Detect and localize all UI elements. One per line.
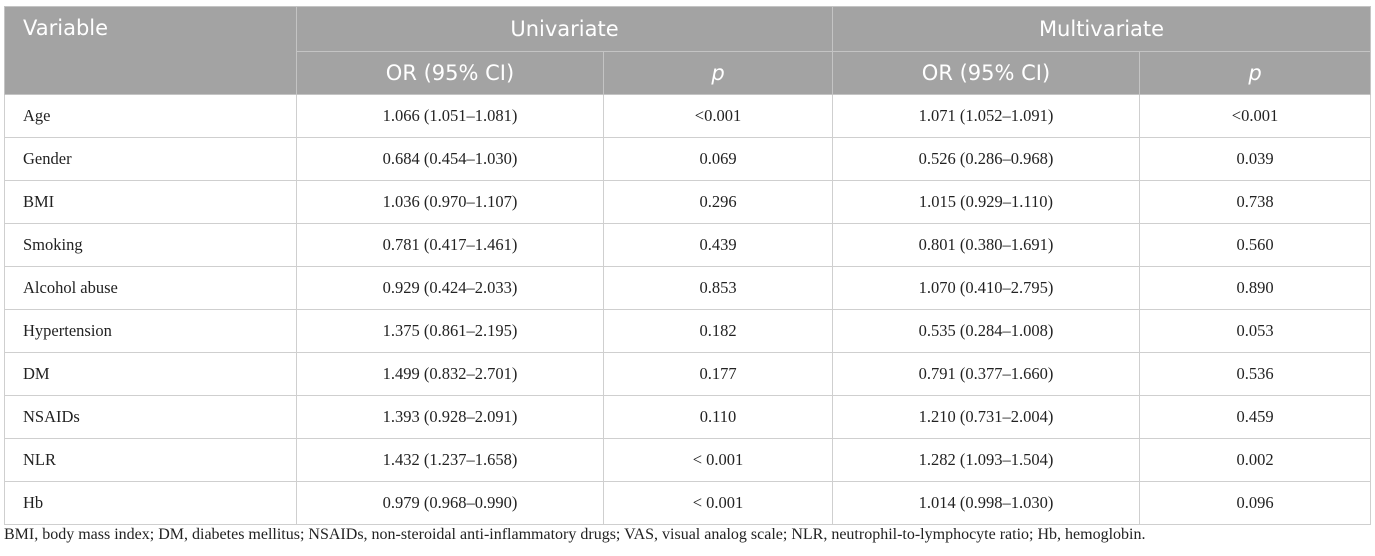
cell-multivariate-or: 1.015 (0.929–1.110) bbox=[832, 180, 1140, 224]
cell-multivariate-p: 0.039 bbox=[1139, 137, 1371, 181]
cell-multivariate-p: 0.053 bbox=[1139, 309, 1371, 353]
cell-univariate-or: 0.929 (0.424–2.033) bbox=[296, 266, 604, 310]
cell-multivariate-p: <0.001 bbox=[1139, 94, 1371, 138]
table-body: Age 1.066 (1.051–1.081) <0.001 1.071 (1.… bbox=[4, 94, 1371, 525]
cell-univariate-p: <0.001 bbox=[603, 94, 833, 138]
cell-variable: Hb bbox=[4, 481, 297, 525]
cell-univariate-or: 1.393 (0.928–2.091) bbox=[296, 395, 604, 439]
cell-univariate-or: 0.684 (0.454–1.030) bbox=[296, 137, 604, 181]
table-row: Smoking 0.781 (0.417–1.461) 0.439 0.801 … bbox=[4, 223, 1371, 267]
header-univariate: Univariate bbox=[296, 6, 833, 52]
cell-multivariate-or: 1.071 (1.052–1.091) bbox=[832, 94, 1140, 138]
cell-univariate-or: 0.781 (0.417–1.461) bbox=[296, 223, 604, 267]
table-footnote: BMI, body mass index; DM, diabetes melli… bbox=[4, 526, 1146, 543]
cell-multivariate-p: 0.560 bbox=[1139, 223, 1371, 267]
table-row: NLR 1.432 (1.237–1.658) < 0.001 1.282 (1… bbox=[4, 438, 1371, 482]
cell-variable: NLR bbox=[4, 438, 297, 482]
cell-univariate-p: 0.853 bbox=[603, 266, 833, 310]
cell-univariate-p: 0.177 bbox=[603, 352, 833, 396]
cell-univariate-or: 1.036 (0.970–1.107) bbox=[296, 180, 604, 224]
cell-variable: NSAIDs bbox=[4, 395, 297, 439]
table-row: Hypertension 1.375 (0.861–2.195) 0.182 0… bbox=[4, 309, 1371, 353]
cell-variable: Alcohol abuse bbox=[4, 266, 297, 310]
cell-multivariate-or: 0.801 (0.380–1.691) bbox=[832, 223, 1140, 267]
cell-univariate-p: 0.182 bbox=[603, 309, 833, 353]
cell-multivariate-p: 0.459 bbox=[1139, 395, 1371, 439]
table-row: DM 1.499 (0.832–2.701) 0.177 0.791 (0.37… bbox=[4, 352, 1371, 396]
table-row: Alcohol abuse 0.929 (0.424–2.033) 0.853 … bbox=[4, 266, 1371, 310]
table-row: NSAIDs 1.393 (0.928–2.091) 0.110 1.210 (… bbox=[4, 395, 1371, 439]
table-row: BMI 1.036 (0.970–1.107) 0.296 1.015 (0.9… bbox=[4, 180, 1371, 224]
cell-univariate-p: 0.439 bbox=[603, 223, 833, 267]
cell-univariate-or: 1.432 (1.237–1.658) bbox=[296, 438, 604, 482]
cell-multivariate-p: 0.890 bbox=[1139, 266, 1371, 310]
table-row: Gender 0.684 (0.454–1.030) 0.069 0.526 (… bbox=[4, 137, 1371, 181]
cell-multivariate-or: 1.210 (0.731–2.004) bbox=[832, 395, 1140, 439]
regression-table: Variable Univariate Multivariate OR (95%… bbox=[4, 6, 1371, 525]
cell-multivariate-or: 1.014 (0.998–1.030) bbox=[832, 481, 1140, 525]
cell-multivariate-p: 0.738 bbox=[1139, 180, 1371, 224]
table-header: Variable Univariate Multivariate OR (95%… bbox=[4, 6, 1371, 95]
cell-variable: BMI bbox=[4, 180, 297, 224]
cell-variable: Smoking bbox=[4, 223, 297, 267]
header-variable: Variable bbox=[4, 6, 297, 95]
header-multivariate-or: OR (95% CI) bbox=[832, 51, 1140, 95]
cell-univariate-or: 1.066 (1.051–1.081) bbox=[296, 94, 604, 138]
regression-table-container: Variable Univariate Multivariate OR (95%… bbox=[4, 6, 1371, 525]
header-multivariate: Multivariate bbox=[832, 6, 1371, 52]
cell-multivariate-or: 0.791 (0.377–1.660) bbox=[832, 352, 1140, 396]
cell-multivariate-or: 0.526 (0.286–0.968) bbox=[832, 137, 1140, 181]
header-univariate-or: OR (95% CI) bbox=[296, 51, 604, 95]
cell-univariate-p: < 0.001 bbox=[603, 481, 833, 525]
cell-univariate-p: 0.069 bbox=[603, 137, 833, 181]
cell-univariate-or: 1.375 (0.861–2.195) bbox=[296, 309, 604, 353]
cell-multivariate-p: 0.536 bbox=[1139, 352, 1371, 396]
cell-variable: Hypertension bbox=[4, 309, 297, 353]
cell-multivariate-or: 0.535 (0.284–1.008) bbox=[832, 309, 1140, 353]
table-row: Hb 0.979 (0.968–0.990) < 0.001 1.014 (0.… bbox=[4, 481, 1371, 525]
header-multivariate-p: p bbox=[1139, 51, 1371, 95]
cell-multivariate-p: 0.002 bbox=[1139, 438, 1371, 482]
cell-univariate-p: 0.110 bbox=[603, 395, 833, 439]
cell-univariate-or: 0.979 (0.968–0.990) bbox=[296, 481, 604, 525]
cell-multivariate-p: 0.096 bbox=[1139, 481, 1371, 525]
cell-variable: Age bbox=[4, 94, 297, 138]
cell-multivariate-or: 1.282 (1.093–1.504) bbox=[832, 438, 1140, 482]
cell-variable: DM bbox=[4, 352, 297, 396]
cell-variable: Gender bbox=[4, 137, 297, 181]
header-univariate-p: p bbox=[603, 51, 833, 95]
cell-univariate-p: < 0.001 bbox=[603, 438, 833, 482]
cell-univariate-or: 1.499 (0.832–2.701) bbox=[296, 352, 604, 396]
cell-univariate-p: 0.296 bbox=[603, 180, 833, 224]
table-row: Age 1.066 (1.051–1.081) <0.001 1.071 (1.… bbox=[4, 94, 1371, 138]
cell-multivariate-or: 1.070 (0.410–2.795) bbox=[832, 266, 1140, 310]
